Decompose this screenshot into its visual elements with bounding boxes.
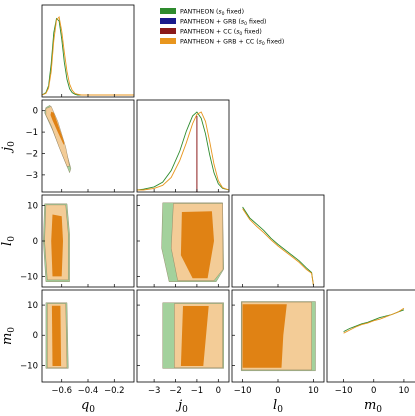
y-tick-label-m_0-0: −10 xyxy=(20,361,38,371)
legend-swatch-1 xyxy=(160,8,176,14)
x-tick-label-m_0-0: −10 xyxy=(335,386,353,396)
legend-label-1: PANTHEON (s0 fixed) xyxy=(180,9,244,18)
x-tick-label-q_0-0: −0.6 xyxy=(51,386,72,396)
y-tick-label-l_0-1: 0 xyxy=(33,237,38,247)
marginal-j_0-line-1 xyxy=(136,111,230,191)
contour-j_0-m_0-3 xyxy=(180,306,209,366)
legend-swatch-2 xyxy=(160,18,176,24)
x-tick-label-l_0-0: −10 xyxy=(234,386,252,396)
y-tick-label-j_0-0: −3 xyxy=(25,171,38,181)
contour-q_0-m_0-3 xyxy=(51,305,62,366)
legend-swatch-3 xyxy=(160,28,176,34)
y-axis-label-m_0: m0 xyxy=(0,327,17,345)
y-tick-label-j_0-3: 0 xyxy=(33,107,38,117)
y-tick-label-j_0-2: −1 xyxy=(25,128,38,138)
panel-frame-q_0-j_0 xyxy=(41,99,135,193)
x-axis-label-q_0: q0 xyxy=(81,398,95,415)
x-tick-label-m_0-1: 0 xyxy=(371,386,376,396)
y-axis-label-j_0: j0 xyxy=(0,141,17,154)
y-tick-label-l_0-2: 10 xyxy=(27,202,38,212)
x-tick-label-j_0-2: −1 xyxy=(191,386,204,396)
x-tick-label-j_0-3: 0 xyxy=(216,386,221,396)
x-axis-label-j_0: j0 xyxy=(175,398,188,415)
contour-q_0-j_0-2 xyxy=(45,106,70,167)
panel-frame-j_0-j_0 xyxy=(136,99,230,193)
x-tick-label-q_0-2: −0.2 xyxy=(104,386,125,396)
y-tick-label-j_0-1: −2 xyxy=(25,149,38,159)
panel-frame-q_0-q_0 xyxy=(41,4,135,98)
legend-label-4: PANTHEON + GRB + CC (s0 fixed) xyxy=(180,39,284,48)
contour-j_0-l_0-3 xyxy=(180,211,214,279)
contour-q_0-j_0-3 xyxy=(50,111,65,145)
y-tick-label-m_0-2: 10 xyxy=(27,301,38,311)
panel-frame-l_0-l_0 xyxy=(231,194,325,288)
legend-label-2: PANTHEON + GRB (s0 fixed) xyxy=(180,19,266,28)
x-tick-label-l_0-2: 10 xyxy=(308,386,319,396)
contour-l_0-m_0-3 xyxy=(242,304,287,368)
y-tick-label-m_0-1: 0 xyxy=(33,331,38,341)
marginal-m_0-line-2 xyxy=(343,307,405,334)
marginal-j_0-line-2 xyxy=(137,111,230,191)
y-tick-label-l_0-0: −10 xyxy=(20,272,38,282)
contour-q_0-l_0-3 xyxy=(51,214,63,277)
x-tick-label-j_0-1: −2 xyxy=(169,386,182,396)
panel-frame-m_0-m_0 xyxy=(326,289,415,383)
marginal-q_0-line-2 xyxy=(41,15,134,96)
x-tick-label-j_0-0: −3 xyxy=(148,386,161,396)
y-axis-label-l_0: l0 xyxy=(0,236,17,246)
x-tick-label-m_0-2: 10 xyxy=(399,386,410,396)
x-tick-label-q_0-1: −0.4 xyxy=(78,386,99,396)
x-tick-label-l_0-1: 0 xyxy=(275,386,280,396)
legend-swatch-4 xyxy=(160,38,176,44)
legend-label-3: PANTHEON + CC (s0 fixed) xyxy=(180,29,262,38)
marginal-l_0-line-2 xyxy=(242,208,314,286)
x-axis-label-l_0: l0 xyxy=(273,398,283,415)
marginal-q_0-line-1 xyxy=(41,17,134,96)
x-axis-label-m_0: m0 xyxy=(364,398,382,415)
panel-frame-j_0-m_0 xyxy=(136,289,230,383)
marginal-l_0-line-1 xyxy=(242,206,314,286)
